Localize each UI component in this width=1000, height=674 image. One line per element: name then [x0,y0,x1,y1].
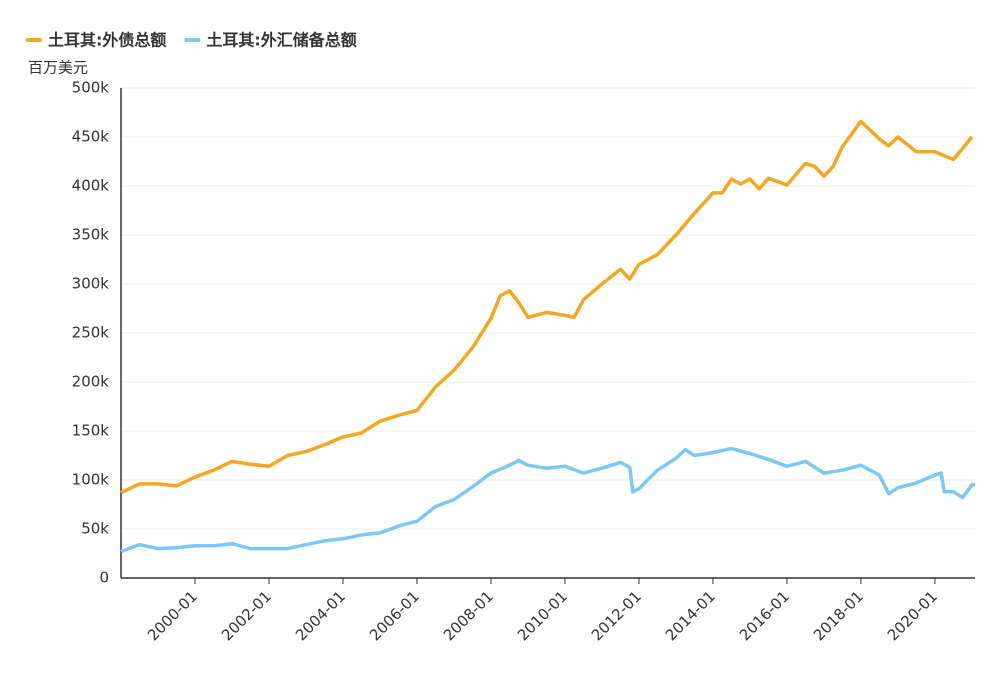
series-line [120,119,974,495]
y-tick-label: 0 [99,569,109,587]
legend-label: 土耳其:外汇储备总额 [206,31,356,50]
legend-label: 土耳其:外债总额 [48,31,166,50]
x-tick-label: 2010-01 [514,587,571,644]
y-tick-label: 450k [72,128,110,146]
y-tick-label: 250k [72,324,110,342]
y-tick-label: 350k [72,226,110,244]
x-tick-label: 2016-01 [736,587,793,644]
x-tick-label: 2012-01 [588,587,645,644]
y-tick-label: 300k [72,275,110,293]
x-tick-label: 2008-01 [440,587,497,644]
y-tick-label: 200k [72,373,110,391]
y-tick-label: 100k [72,471,110,489]
x-tick-label: 2002-01 [218,587,275,644]
x-tick-label: 2000-01 [144,587,201,644]
y-tick-label: 400k [72,177,110,195]
x-tick-label: 2006-01 [366,587,423,644]
y-axis-label: 百万美元 [28,59,88,77]
x-tick-label: 2018-01 [810,587,867,644]
y-tick-label: 150k [72,422,110,440]
x-tick-label: 2014-01 [662,587,719,644]
y-tick-label: 50k [81,520,109,538]
x-tick-label: 2004-01 [292,587,349,644]
series-line [120,446,975,554]
x-tick-label: 2020-01 [884,587,941,644]
y-tick-label: 500k [72,79,110,97]
